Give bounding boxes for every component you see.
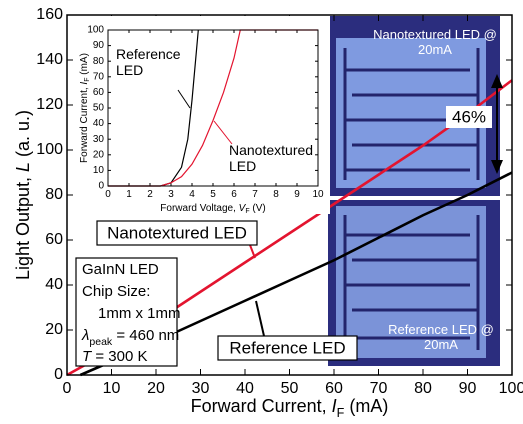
y-axis-label-part: (a. u.) [13,110,33,162]
y-tick-label: 0 [98,181,104,192]
y-tick-label: 90 [93,40,105,51]
info-text-part: = 460 nm [112,327,179,344]
info-text: Chip Size: [82,283,150,300]
figure: 0102030405060708090100020406080100120140… [0,0,523,424]
y-axis-label: Light Output, L (a. u.) [13,110,33,280]
info-text: T = 300 K [82,348,147,365]
series-label: Nanotextured LED [107,223,247,242]
x-tick-label: 30 [192,380,210,397]
y-tick-label: 10 [93,165,105,176]
x-tick-label: 5 [210,189,216,200]
y-tick-label: 40 [93,118,105,129]
y-tick-label: 70 [93,71,105,82]
y-tick-label: 100 [36,141,63,158]
y-tick-label: 60 [45,231,63,248]
x-axis-label-part: Forward Voltage, [160,203,238,214]
x-tick-label: 8 [273,189,279,200]
x-tick-label: 80 [414,380,432,397]
x-tick-label: 20 [147,380,165,397]
x-tick-label: 10 [312,189,324,200]
x-tick-label: 10 [103,380,121,397]
x-axis-label-part: (V) [250,203,266,214]
x-tick-label: 9 [294,189,300,200]
photo-caption: Reference LED @ 20mA [386,323,496,353]
y-tick-label: 30 [93,134,105,145]
info-text-part: peak [89,336,113,348]
label-connector [256,301,264,336]
y-axis-label: Forward Current, IF (mA) [79,53,92,163]
series-label: Reference LED [229,338,345,357]
x-axis-label: Forward Current, IF (mA) [191,396,389,421]
x-tick-label: 0 [63,380,72,397]
x-tick-label: 0 [105,189,111,200]
increase-label: 46% [452,107,486,126]
x-tick-label: 90 [459,380,477,397]
info-text-part: = 300 K [91,348,147,365]
x-tick-label: 1 [126,189,132,200]
inset-series-label: Nanotextured LED [229,142,319,174]
y-tick-label: 120 [36,96,63,113]
x-tick-label: 70 [370,380,388,397]
x-axis-label-part: Forward Current, [191,396,332,416]
info-text-part: λ [81,327,89,344]
y-tick-label: 80 [93,56,105,67]
photo-caption: Nanotextured LED @ 20mA [372,28,498,58]
y-tick-label: 0 [54,366,63,383]
y-tick-label: 100 [87,25,104,36]
y-axis-label-part: Light Output, [13,172,33,280]
y-tick-label: 140 [36,51,63,68]
x-tick-label: 50 [281,380,299,397]
x-axis-label-part: (mA) [344,396,388,416]
x-tick-label: 100 [499,380,523,397]
x-tick-label: 60 [325,380,343,397]
x-tick-label: 3 [168,189,174,200]
info-text: GaInN LED [82,261,159,278]
y-tick-label: 50 [93,103,105,114]
y-axis-label-part: L [13,162,33,172]
y-tick-label: 20 [93,149,105,160]
chart: 0102030405060708090100020406080100120140… [0,0,523,424]
y-tick-label: 80 [45,186,63,203]
y-tick-label: 20 [45,321,63,338]
x-tick-label: 40 [236,380,254,397]
y-axis-label-part: Forward Current, [79,85,90,163]
y-axis-label-part: (mA) [79,53,90,77]
inset-series-label: Reference LED [116,46,194,78]
y-tick-label: 60 [93,87,105,98]
inset-background [74,16,330,214]
y-tick-label: 40 [45,276,63,293]
x-tick-label: 7 [252,189,258,200]
x-tick-label: 6 [231,189,237,200]
info-text: 1mm x 1mm [98,305,181,322]
x-tick-label: 2 [147,189,153,200]
x-axis-label: Forward Voltage, VF (V) [160,203,265,216]
y-tick-label: 160 [36,6,63,23]
x-tick-label: 4 [189,189,195,200]
